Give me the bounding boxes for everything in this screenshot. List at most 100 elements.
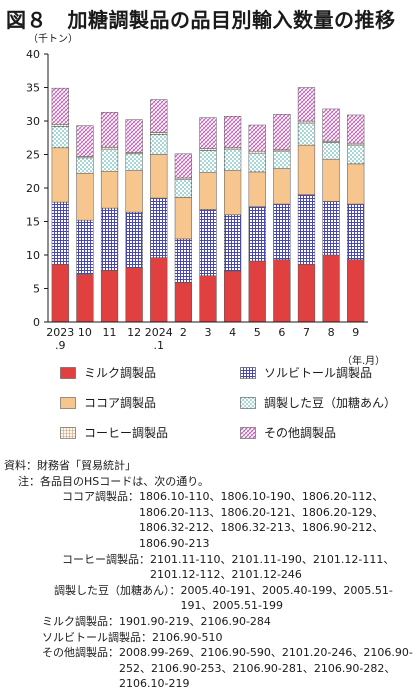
y-tick-label: 20 bbox=[26, 182, 40, 195]
bar-segment-series-0-cat-2 bbox=[100, 270, 119, 323]
bar-segment-series-4-cat-4 bbox=[150, 132, 168, 135]
bar-segment-series-0-cat-8 bbox=[248, 260, 266, 323]
hs-code-label: その他調製品： bbox=[42, 646, 119, 660]
hs-code-row: 調製した豆（加糖あん）： 2005.40-191、2005.40-199、2005… bbox=[4, 583, 418, 614]
bar-segment-series-1-cat-8 bbox=[248, 206, 266, 262]
legend-label: ソルビトール調製品 bbox=[264, 366, 373, 380]
hs-code-values: 2101.11-110、2101.11-190、2101.12-111、2101… bbox=[150, 552, 395, 582]
bar-segment-series-5-cat-7 bbox=[223, 116, 242, 149]
bar-segment-series-2-cat-12 bbox=[347, 163, 365, 205]
legend-swatch bbox=[240, 396, 256, 409]
bar-segment-series-5-cat-5 bbox=[174, 153, 193, 179]
legend-item-3: 調製した豆（加糖あん） bbox=[240, 394, 396, 411]
legend-label: その他調製品 bbox=[264, 426, 337, 440]
x-tick-label: 2024.1 bbox=[145, 326, 173, 352]
bar-segment-series-0-cat-0 bbox=[51, 264, 69, 323]
hs-code-label: ソルビトール調製品： bbox=[42, 630, 152, 644]
x-tick-label: 10 bbox=[78, 326, 92, 339]
legend-swatch bbox=[60, 366, 76, 379]
bar-segment-series-4-cat-12 bbox=[347, 142, 365, 146]
hs-code-row: その他調製品： 2008.99-269、2106.90-590、2101.20-2… bbox=[4, 645, 418, 692]
x-tick-label: 3 bbox=[205, 326, 212, 339]
x-tick-label: 9 bbox=[352, 326, 359, 339]
hs-code-list: ココア調製品： 1806.10-110、1806.10-190、1806.20-1… bbox=[4, 489, 418, 692]
bar-segment-series-0-cat-9 bbox=[273, 259, 291, 323]
bar-segment-series-5-cat-3 bbox=[125, 119, 143, 153]
x-tick-label: 2 bbox=[180, 326, 187, 339]
bar-segment-series-5-cat-12 bbox=[347, 114, 365, 144]
bar-segment-series-3-cat-3 bbox=[125, 153, 143, 171]
hs-code-label: 調製した豆（加糖あん）： bbox=[54, 583, 181, 597]
bar-segment-series-3-cat-11 bbox=[322, 142, 340, 160]
chart-legend: ミルク調製品 ソルビトール調製品ココア調製品 調製した豆（加糖あん） コーヒー調製品 そ… bbox=[60, 364, 400, 454]
bar-segment-series-5-cat-0 bbox=[51, 87, 69, 125]
y-tick-label: 10 bbox=[26, 249, 40, 262]
legend-item-5: その他調製品 bbox=[240, 424, 336, 441]
bar-segment-series-2-cat-11 bbox=[322, 158, 340, 202]
x-tick-label: 12 bbox=[127, 326, 141, 339]
y-tick-label: 40 bbox=[26, 48, 40, 61]
bar-segment-series-4-cat-10 bbox=[297, 120, 316, 124]
bar-segment-series-5-cat-1 bbox=[76, 125, 94, 157]
bar-segment-series-0-cat-6 bbox=[199, 275, 217, 323]
bar-segment-series-3-cat-12 bbox=[347, 144, 365, 165]
bar-segment-series-1-cat-0 bbox=[51, 201, 69, 265]
bar-segment-series-0-cat-5 bbox=[174, 282, 193, 323]
y-tick-label: 35 bbox=[26, 82, 40, 95]
hs-code-label: ココア調製品： bbox=[62, 490, 139, 504]
bar-segment-series-2-cat-9 bbox=[273, 168, 291, 205]
legend-swatch bbox=[60, 426, 76, 439]
hs-code-values: 1901.90-219、2106.90-284 bbox=[119, 614, 271, 628]
bar-segment-series-2-cat-10 bbox=[297, 144, 316, 195]
bar-segment-series-3-cat-1 bbox=[76, 157, 94, 174]
y-tick-label: 15 bbox=[26, 216, 40, 229]
bar-segment-series-1-cat-4 bbox=[150, 197, 168, 258]
hs-code-row: ソルビトール調製品： 2106.90-510 bbox=[4, 630, 418, 646]
bar-segment-series-3-cat-8 bbox=[248, 152, 266, 173]
notes-section: 資料：財務省「貿易統計」 注：各品目のHSコードは、次の通り。 ココア調製品： 1… bbox=[4, 458, 418, 692]
hs-code-row: コーヒー調製品： 2101.11-110、2101.11-190、2101.12-… bbox=[4, 552, 418, 583]
bar-segment-series-3-cat-9 bbox=[273, 150, 291, 169]
hs-code-values: 1806.10-110、1806.10-190、1806.20-112、1806… bbox=[139, 490, 384, 550]
x-axis-unit: （年.月） bbox=[342, 356, 386, 367]
stacked-bar-chart: 0 5 10 15 20 25 30 35 40 2023.9 10 11 12 2024.1 2 3 4 5 6… bbox=[26, 48, 368, 352]
x-tick-label: 5 bbox=[254, 326, 261, 339]
y-tick-label: 25 bbox=[26, 149, 40, 162]
bar-segment-series-3-cat-2 bbox=[100, 148, 119, 172]
legend-label: ココア調製品 bbox=[84, 396, 157, 410]
bar-segment-series-1-cat-11 bbox=[322, 201, 340, 256]
bar-segment-series-0-cat-11 bbox=[322, 254, 340, 323]
legend-item-0: ミルク調製品 bbox=[60, 364, 156, 381]
x-tick-label: 2023.9 bbox=[46, 326, 74, 352]
bar-segment-series-1-cat-3 bbox=[125, 211, 143, 268]
legend-swatch bbox=[60, 396, 76, 409]
hs-code-row: ミルク調製品： 1901.90-219、2106.90-284 bbox=[4, 614, 418, 630]
bar-segment-series-1-cat-5 bbox=[174, 238, 193, 283]
bar-segment-series-2-cat-8 bbox=[248, 171, 266, 208]
legend-item-4: コーヒー調製品 bbox=[60, 424, 168, 441]
bar-segment-series-4-cat-8 bbox=[248, 150, 266, 154]
bar-segment-series-5-cat-10 bbox=[297, 87, 316, 122]
bar-segment-series-1-cat-12 bbox=[347, 203, 365, 260]
bar-segment-series-0-cat-4 bbox=[150, 257, 168, 323]
legend-label: ミルク調製品 bbox=[84, 366, 157, 380]
x-tick-label: 11 bbox=[103, 326, 117, 339]
bar-segment-series-4-cat-0 bbox=[51, 124, 69, 127]
legend-swatch bbox=[240, 426, 256, 439]
bar-segment-series-3-cat-0 bbox=[51, 126, 69, 149]
bar-segment-series-5-cat-6 bbox=[199, 117, 217, 149]
bar-segment-series-5-cat-11 bbox=[322, 108, 340, 142]
x-tick-label: 4 bbox=[229, 326, 236, 339]
bar-segment-series-0-cat-12 bbox=[347, 259, 365, 323]
x-tick-label: 6 bbox=[278, 326, 285, 339]
bar-segment-series-2-cat-7 bbox=[223, 170, 242, 216]
legend-label: コーヒー調製品 bbox=[84, 426, 169, 440]
bar-segment-series-4-cat-6 bbox=[199, 148, 217, 151]
legend-item-2: ココア調製品 bbox=[60, 394, 156, 411]
hs-code-values: 2106.90-510 bbox=[152, 630, 223, 644]
bar-segment-series-2-cat-5 bbox=[174, 197, 193, 240]
bar-segment-series-0-cat-10 bbox=[297, 264, 316, 323]
hs-code-intro: 注：各品目のHSコードは、次の通り。 bbox=[18, 474, 210, 488]
bar-segment-series-1-cat-10 bbox=[297, 194, 316, 265]
bar-segment-series-2-cat-3 bbox=[125, 170, 143, 213]
